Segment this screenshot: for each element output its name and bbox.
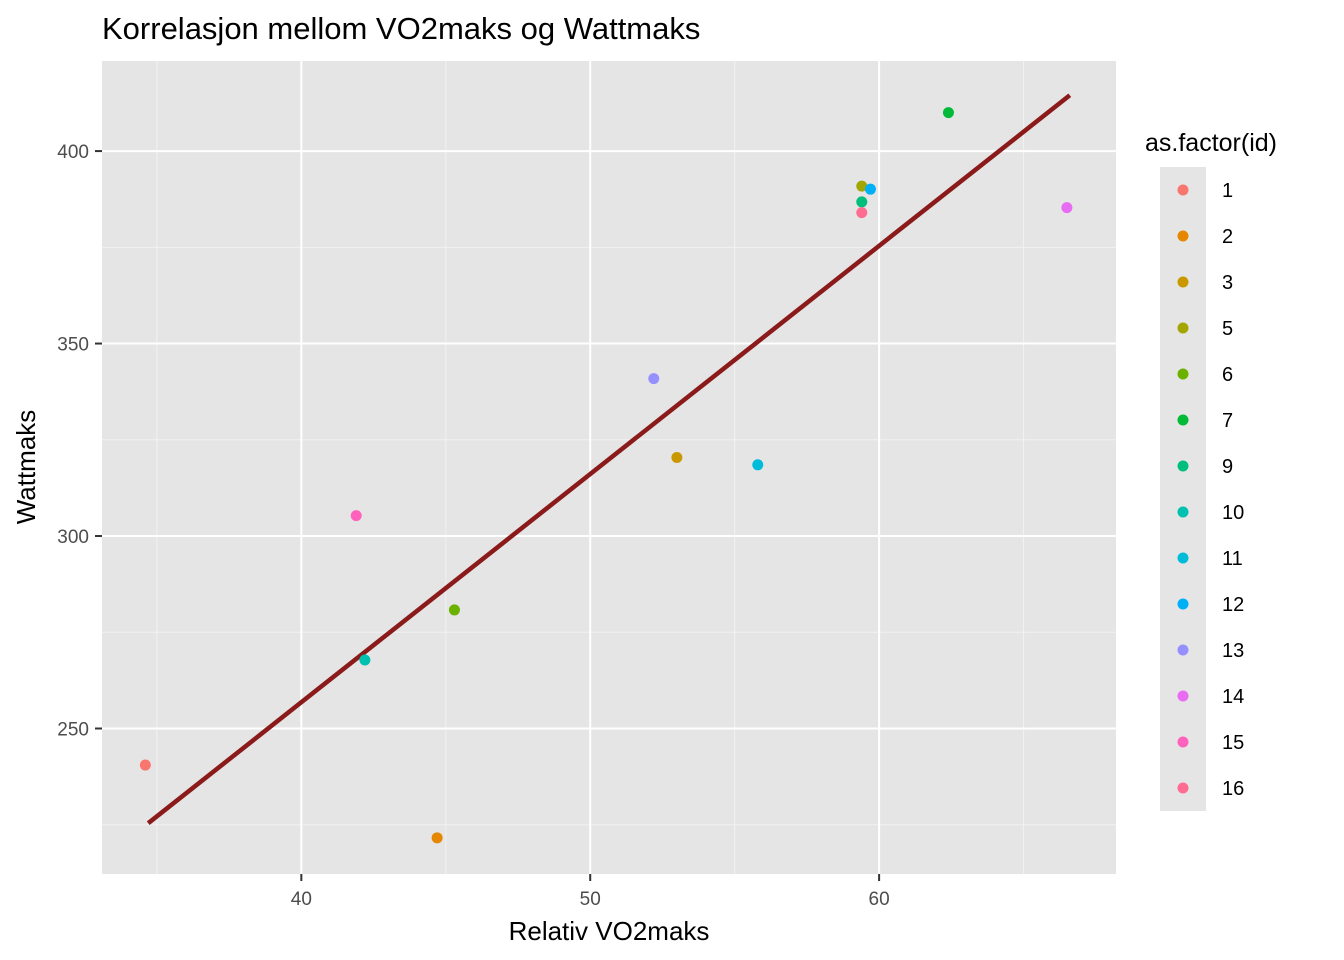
y-tick-label: 250: [57, 719, 89, 740]
legend-key-10: [1177, 506, 1189, 518]
legend-label-16: 16: [1222, 778, 1244, 800]
data-point-15: [350, 510, 362, 522]
data-point-12: [864, 183, 876, 195]
legend-key-5: [1177, 322, 1189, 334]
legend-label-6: 6: [1222, 364, 1233, 386]
data-point-1: [139, 759, 151, 771]
y-tick-label: 300: [57, 527, 89, 548]
points-layer: [139, 107, 1073, 844]
legend-key-6: [1177, 368, 1189, 380]
legend-label-9: 9: [1222, 456, 1233, 478]
legend-key-12: [1177, 598, 1189, 610]
legend-label-13: 13: [1222, 640, 1244, 662]
data-point-3: [671, 451, 683, 463]
minor-gridlines: [102, 61, 1116, 874]
legend-key-7: [1177, 414, 1189, 426]
legend-key-14: [1177, 690, 1189, 702]
legend-key-15: [1177, 736, 1189, 748]
x-axis-title: Relativ VO2maks: [509, 916, 710, 946]
y-axis-title: Wattmaks: [11, 410, 41, 525]
legend-key-16: [1177, 782, 1189, 794]
data-point-14: [1061, 202, 1073, 214]
legend-label-15: 15: [1222, 732, 1244, 754]
y-tick-label: 350: [57, 335, 89, 356]
legend-label-1: 1: [1222, 180, 1233, 202]
legend-label-5: 5: [1222, 318, 1233, 340]
x-tick-label: 50: [580, 889, 601, 910]
x-tick-label: 40: [291, 889, 312, 910]
data-point-7: [942, 107, 954, 119]
legend-key-9: [1177, 460, 1189, 472]
x-axis: 40 50 60: [291, 874, 890, 910]
legend-label-12: 12: [1222, 594, 1244, 616]
data-point-2: [431, 832, 443, 844]
legend-title: as.factor(id): [1145, 129, 1277, 157]
data-point-16: [856, 207, 868, 219]
data-point-6: [448, 604, 460, 616]
legend-label-3: 3: [1222, 272, 1233, 294]
legend-key-13: [1177, 644, 1189, 656]
legend-label-7: 7: [1222, 410, 1233, 432]
data-point-11: [752, 459, 764, 471]
data-point-9: [856, 196, 868, 208]
chart-title: Korrelasjon mellom VO2maks og Wattmaks: [102, 11, 700, 46]
x-tick-label: 60: [869, 889, 890, 910]
regression-line: [146, 93, 1072, 825]
legend-key-1: [1177, 184, 1189, 196]
y-axis: 250 300 350 400: [57, 142, 102, 740]
legend-key-11: [1177, 552, 1189, 564]
plot-panel: [102, 61, 1116, 874]
legend-label-10: 10: [1222, 502, 1244, 524]
legend-key-3: [1177, 276, 1189, 288]
legend-label-14: 14: [1222, 686, 1244, 708]
data-point-13: [648, 373, 660, 385]
legend-label-2: 2: [1222, 226, 1233, 248]
data-point-5: [856, 180, 868, 192]
regression-line-layer: [146, 93, 1072, 825]
legend-label-11: 11: [1222, 548, 1243, 570]
legend-key-background: [1160, 167, 1206, 811]
y-tick-label: 400: [57, 142, 89, 163]
legend-key-2: [1177, 230, 1189, 242]
data-point-10: [359, 654, 371, 666]
